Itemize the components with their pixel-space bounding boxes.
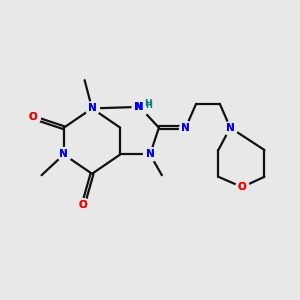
Text: O: O <box>28 112 37 122</box>
Text: O: O <box>238 182 247 192</box>
Text: N: N <box>146 149 154 160</box>
Text: O: O <box>79 200 88 210</box>
Text: N: N <box>134 102 142 112</box>
Text: N: N <box>146 149 154 160</box>
Text: H: H <box>144 99 152 108</box>
Text: N: N <box>88 103 96 113</box>
Text: N: N <box>181 123 190 133</box>
Text: N: N <box>135 102 144 112</box>
Text: H: H <box>146 101 152 110</box>
Text: N: N <box>181 123 190 133</box>
Text: N: N <box>59 149 68 160</box>
Text: N: N <box>59 149 68 160</box>
Text: O: O <box>79 200 88 210</box>
Text: N: N <box>226 123 235 133</box>
Text: O: O <box>28 112 37 122</box>
Text: N: N <box>226 123 235 133</box>
Text: N: N <box>88 103 96 113</box>
Text: O: O <box>238 182 247 192</box>
